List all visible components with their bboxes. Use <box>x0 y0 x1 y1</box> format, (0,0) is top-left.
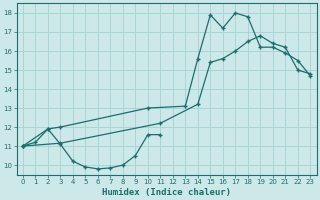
X-axis label: Humidex (Indice chaleur): Humidex (Indice chaleur) <box>102 188 231 197</box>
